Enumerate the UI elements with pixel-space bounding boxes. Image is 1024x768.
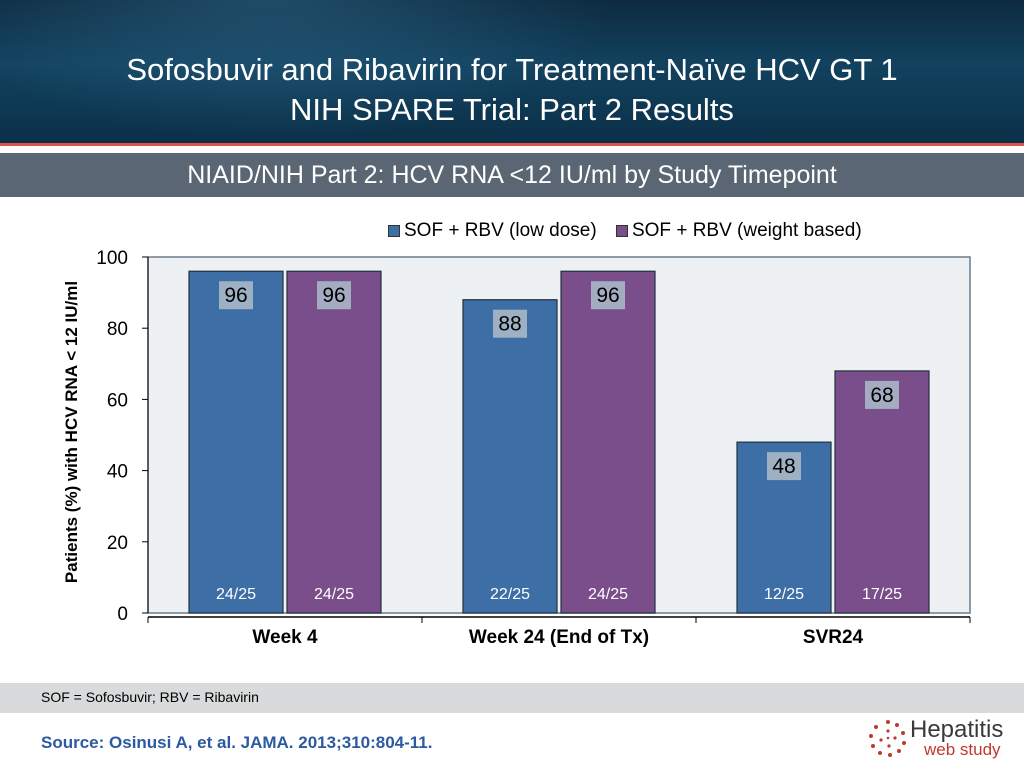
x-category-label: SVR24 <box>803 627 864 648</box>
fraction-label: 24/25 <box>588 586 628 603</box>
plot-area <box>147 256 971 614</box>
value-label-box <box>493 309 527 338</box>
value-label: 96 <box>224 284 247 307</box>
legend-item-series2: SOF + RBV (weight based) <box>615 220 862 242</box>
bar-series2 <box>286 270 382 614</box>
fraction-label: 22/25 <box>490 586 530 603</box>
legend-swatch-series2 <box>615 225 628 237</box>
logo-dots-icon <box>869 720 906 757</box>
value-label: 96 <box>322 284 345 307</box>
source-citation: Source: Osinusi A, et al. JAMA. 2013;310… <box>41 733 433 752</box>
logo-word-hepatitis: Hepatitis <box>910 716 1004 743</box>
footnote-bar <box>0 683 1024 713</box>
y-tick-label: 80 <box>107 319 128 340</box>
slide-header: Sofosbuvir and Ribavirin for Treatment-N… <box>0 0 1024 143</box>
bar-series1 <box>462 299 558 614</box>
slide-title: Sofosbuvir and Ribavirin for Treatment-N… <box>0 50 1024 130</box>
legend-item-series1: SOF + RBV (low dose) <box>388 220 597 242</box>
value-label: 88 <box>498 313 521 336</box>
fraction-label: 17/25 <box>862 586 902 603</box>
value-label-box <box>591 281 625 310</box>
value-label: 48 <box>772 455 795 478</box>
value-label-box <box>767 452 801 481</box>
hepatitis-web-study-logo: Hepatitis web study <box>866 714 1016 762</box>
title-line-1: Sofosbuvir and Ribavirin for Treatment-N… <box>126 52 898 87</box>
fraction-label: 24/25 <box>314 586 354 603</box>
value-label: 96 <box>596 284 619 307</box>
legend-label-series1: SOF + RBV (low dose) <box>404 220 597 241</box>
x-category-label: Week 4 <box>252 627 318 648</box>
value-label-box <box>219 281 253 310</box>
chart-legend: SOF + RBV (low dose) SOF + RBV (weight b… <box>388 220 876 243</box>
header-divider <box>0 143 1024 146</box>
bar-series1 <box>188 270 284 614</box>
bar-series2 <box>560 270 656 614</box>
title-line-2: NIH SPARE Trial: Part 2 Results <box>290 92 734 127</box>
logo-word-webstudy: web study <box>924 740 1001 759</box>
legend-swatch-series1 <box>388 225 400 237</box>
y-tick-label: 60 <box>107 390 128 411</box>
y-tick-label: 20 <box>107 533 128 554</box>
y-tick-label: 40 <box>107 462 128 483</box>
legend-label-series2: SOF + RBV (weight based) <box>631 220 862 241</box>
x-category-label: Week 24 (End of Tx) <box>469 627 649 648</box>
value-label: 68 <box>870 384 893 407</box>
header-glow <box>0 0 620 140</box>
footnote: SOF = Sofosbuvir; RBV = Ribavirin <box>41 689 259 705</box>
bar-series2 <box>834 370 930 614</box>
subtitle-bar: NIAID/NIH Part 2: HCV RNA <12 IU/ml by S… <box>0 153 1024 197</box>
fraction-label: 24/25 <box>216 586 256 603</box>
y-tick-label: 0 <box>117 604 128 625</box>
value-label-box <box>317 281 351 310</box>
value-label-box <box>865 380 899 409</box>
y-tick-label: 100 <box>96 248 128 269</box>
fraction-label: 12/25 <box>764 586 804 603</box>
